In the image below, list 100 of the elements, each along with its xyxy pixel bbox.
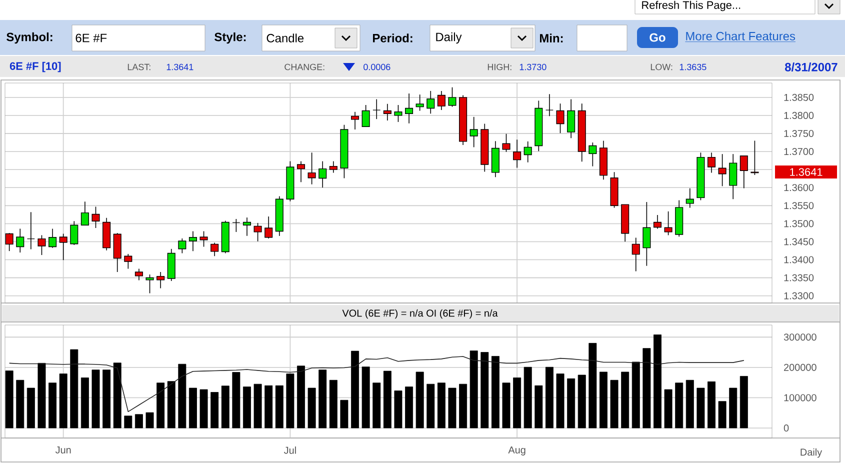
- candlestick: [59, 233, 68, 260]
- candlestick: [362, 104, 370, 128]
- y-tick-label: 1.3800: [784, 112, 814, 119]
- bar: [286, 374, 294, 428]
- candlestick: [70, 220, 78, 246]
- bar: [372, 382, 381, 428]
- bar: [297, 366, 305, 428]
- chart-title: VOL (6E #F) = n/a OI (6E #F) = n/a: [342, 309, 498, 319]
- candlestick: [210, 242, 219, 257]
- text: Daily: [436, 32, 462, 44]
- candlestick: [448, 86, 456, 108]
- bar: [502, 382, 510, 428]
- text: 1.3641: [790, 168, 822, 176]
- y-tick-label: 1.3850: [784, 94, 814, 101]
- candlestick: [242, 217, 252, 236]
- candlestick: [545, 94, 554, 117]
- bar: [718, 401, 726, 428]
- candlestick: [750, 140, 759, 176]
- text: Period:: [373, 34, 412, 42]
- text: Daily: [800, 448, 822, 458]
- y-tick-label: 0: [784, 424, 789, 432]
- bar: [632, 362, 640, 428]
- y-tick-label: 1.3600: [784, 184, 814, 192]
- bar: [394, 390, 402, 428]
- text: 1.3730: [520, 64, 546, 70]
- bar: [200, 389, 208, 428]
- candlestick: [632, 237, 640, 272]
- y-tick-label: 1.3300: [784, 292, 814, 300]
- bar: [588, 342, 597, 428]
- y-tick-label: 1.3400: [784, 256, 814, 264]
- y-tick-label: 1.3350: [784, 274, 814, 282]
- candlestick: [296, 160, 306, 183]
- candlestick: [416, 94, 424, 112]
- bar: [621, 372, 630, 428]
- candlestick: [329, 160, 338, 174]
- candlestick: [405, 93, 414, 124]
- candlestick: [16, 228, 24, 253]
- chart-title: 6E #F [10]: [10, 62, 61, 72]
- bar: [599, 372, 608, 428]
- text: Style:: [214, 32, 246, 44]
- candlestick: [426, 90, 435, 114]
- bar: [437, 382, 446, 428]
- bar: [59, 374, 68, 428]
- text: More Chart Features: [686, 32, 796, 40]
- candlestick: [524, 141, 532, 163]
- x-tick-label: Jun: [55, 446, 71, 454]
- candlestick: [188, 230, 197, 252]
- bar: [254, 384, 262, 428]
- text: Min:: [540, 34, 563, 42]
- bar: [26, 388, 35, 428]
- y-tick-label: 1.3500: [784, 220, 814, 228]
- candlestick: [707, 152, 716, 174]
- y-tick-label: 1.3700: [784, 148, 814, 156]
- bar: [448, 388, 456, 428]
- bar: [5, 370, 14, 428]
- bar: [480, 352, 489, 428]
- candlestick: [686, 188, 694, 208]
- bar: [329, 380, 338, 428]
- text: 8/31/2007: [785, 62, 838, 72]
- bar: [340, 400, 348, 428]
- bar: [675, 382, 684, 428]
- bar: [232, 372, 240, 428]
- text: Symbol:: [6, 32, 52, 44]
- bar: [708, 381, 716, 428]
- candlestick: [264, 216, 273, 239]
- bar: [221, 386, 230, 428]
- bar: [513, 378, 522, 428]
- bar: [102, 370, 111, 428]
- candlestick: [664, 210, 672, 236]
- bar: [318, 370, 327, 428]
- bar: [156, 382, 165, 428]
- candlestick: [146, 274, 154, 294]
- bar: [567, 378, 576, 428]
- bar: [113, 362, 122, 428]
- text: 1.3635: [680, 64, 706, 70]
- x-tick-label: Jul: [284, 446, 296, 454]
- bar: [210, 392, 219, 428]
- bar: [134, 414, 143, 428]
- candlestick: [318, 160, 327, 188]
- bar: [459, 384, 468, 428]
- y-tick-label: 300000: [784, 334, 816, 341]
- bar: [48, 382, 57, 428]
- y-tick-label: 100000: [784, 394, 816, 402]
- candlestick: [124, 254, 132, 270]
- bar: [740, 376, 748, 428]
- candlestick: [502, 133, 510, 152]
- candlestick: [513, 139, 522, 168]
- bar: [92, 370, 100, 428]
- bar: [686, 380, 694, 428]
- candlestick: [308, 152, 316, 185]
- candlestick: [729, 154, 738, 200]
- bar: [664, 389, 672, 428]
- candlestick: [383, 104, 392, 121]
- bar: [167, 381, 176, 428]
- text: Go: [650, 33, 666, 42]
- text: LOW:: [650, 64, 672, 70]
- candlestick: [567, 98, 576, 139]
- candlestick: [588, 142, 597, 167]
- candlestick: [437, 90, 446, 110]
- bar: [524, 366, 532, 428]
